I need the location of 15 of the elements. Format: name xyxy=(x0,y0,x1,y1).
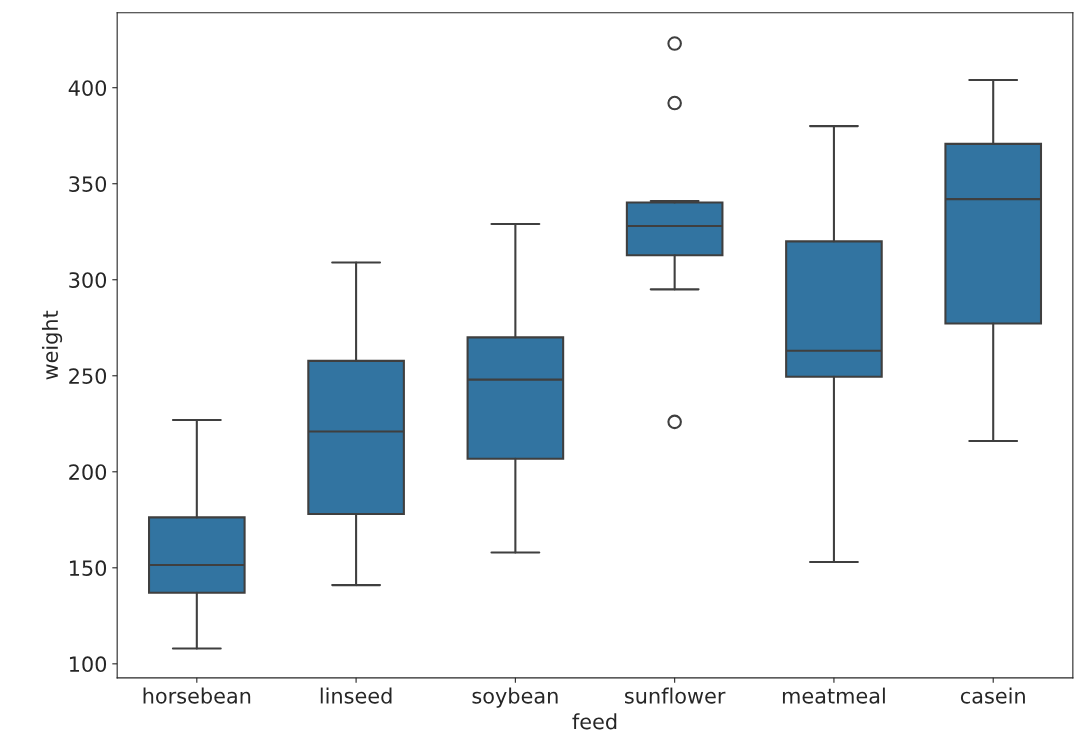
x-tick-label: horsebean xyxy=(143,687,251,704)
y-tick-label: 350 xyxy=(69,176,107,192)
y-tick-label: 200 xyxy=(69,464,107,480)
x-tick-label: sunflower xyxy=(625,687,726,704)
y-tick-label: 250 xyxy=(69,368,107,384)
x-tick-label: meatmeal xyxy=(782,687,885,704)
x-axis-title: feed xyxy=(572,713,617,730)
y-tick-label: 400 xyxy=(68,80,107,96)
y-axis-title: weight xyxy=(41,310,63,380)
x-tick-label: linseed xyxy=(320,687,392,704)
x-tick-label: soybean xyxy=(472,687,558,708)
y-tick-label: 300 xyxy=(69,272,107,288)
x-tick-label: casein xyxy=(960,687,1025,704)
y-tick-label: 100 xyxy=(69,656,107,673)
y-tick-label: 150 xyxy=(69,560,107,577)
